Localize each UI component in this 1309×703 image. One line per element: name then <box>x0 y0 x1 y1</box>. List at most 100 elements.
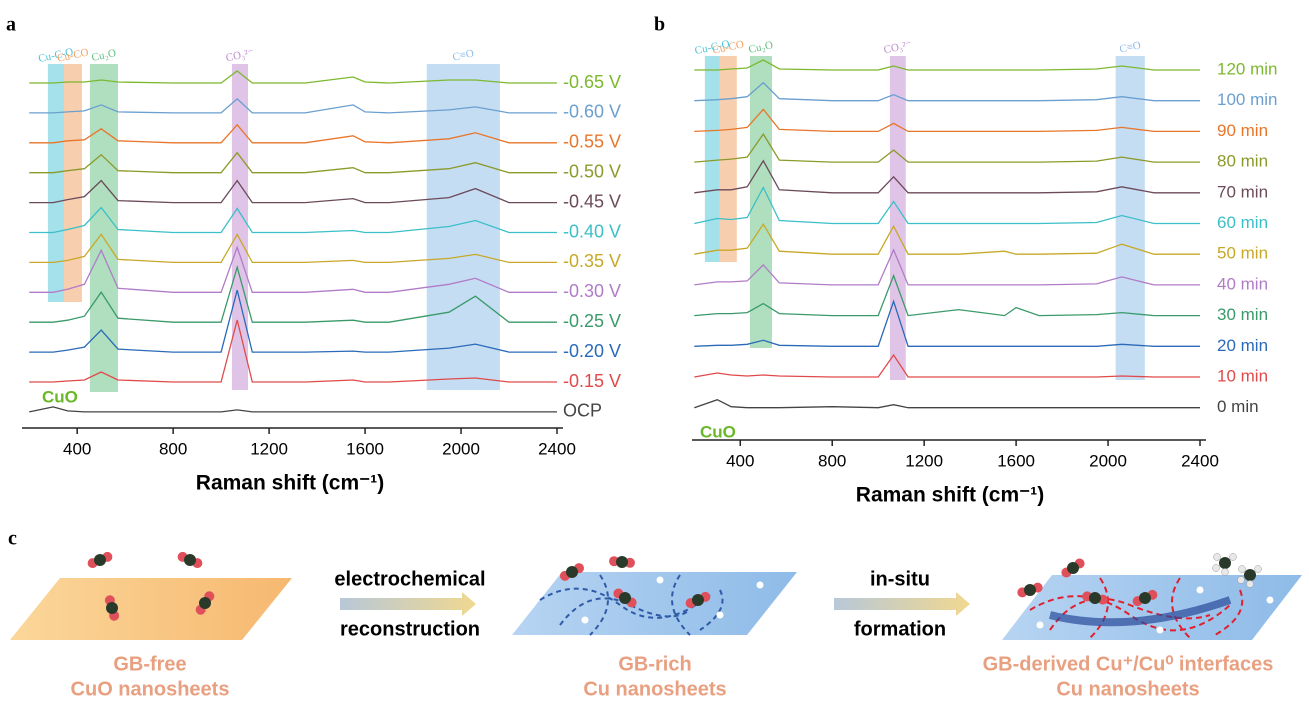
spectrum <box>694 108 1200 133</box>
series-label: 120 min <box>1217 59 1277 78</box>
vacancy <box>1156 626 1164 634</box>
atom <box>184 554 196 566</box>
spectrum <box>694 159 1200 194</box>
spectrum <box>694 353 1200 378</box>
nanosheet <box>10 578 292 640</box>
atom <box>1238 565 1246 573</box>
vacancy <box>536 586 544 594</box>
series-label: 60 min <box>1217 213 1268 232</box>
atom <box>1139 592 1151 604</box>
series-label: 0 min <box>1217 397 1259 416</box>
series-label: 80 min <box>1217 152 1268 171</box>
spectrum <box>29 406 557 413</box>
atom <box>566 566 578 578</box>
stage-subtitle: CuO nanosheets <box>71 678 230 700</box>
stage-title: GB-free <box>113 653 186 675</box>
x-tick-label: 400 <box>726 451 754 470</box>
spectrum <box>29 70 557 84</box>
series-label: -0.65 V <box>563 72 621 92</box>
series-label: -0.35 V <box>563 251 621 271</box>
panel-label: c <box>8 528 17 550</box>
spectrum <box>694 248 1200 286</box>
series-label: -0.40 V <box>563 221 621 241</box>
spectrum <box>694 132 1200 163</box>
vacancy <box>1266 596 1274 604</box>
series-label: 100 min <box>1217 90 1277 109</box>
atom <box>1024 584 1036 596</box>
series-label: 30 min <box>1217 305 1268 324</box>
atom <box>1254 565 1262 573</box>
atom <box>1246 580 1254 588</box>
x-tick-label: 2400 <box>1181 451 1219 470</box>
series-label: 70 min <box>1217 182 1268 201</box>
atom <box>1229 553 1237 561</box>
atom <box>106 602 118 614</box>
stage-subtitle: Cu nanosheets <box>583 678 726 700</box>
annotation: CuO <box>700 422 736 441</box>
atom <box>616 556 628 568</box>
flow-arrow <box>1049 596 1232 627</box>
series-label: -0.55 V <box>563 132 621 152</box>
series-label: -0.20 V <box>563 341 621 361</box>
band-label: CO₃²⁻ <box>225 47 255 65</box>
x-tick-label: 1600 <box>997 451 1035 470</box>
panel-label: a <box>6 14 16 36</box>
x-axis-title: Raman shift (cm⁻¹) <box>856 484 1044 507</box>
band-label: C≡O <box>1118 39 1142 55</box>
vacancy <box>1036 621 1044 629</box>
atom <box>1244 569 1256 581</box>
atom <box>1089 592 1101 604</box>
atom <box>1237 576 1245 584</box>
series-label: 40 min <box>1217 274 1268 293</box>
atom <box>1219 557 1231 569</box>
spectrum <box>29 179 557 204</box>
panel-label: b <box>654 14 665 36</box>
atom <box>1212 564 1220 572</box>
step-text: electrochemical <box>334 568 485 590</box>
spectrum <box>694 186 1200 225</box>
charts: aCu-C-OCu-CO Cu₂O CO₃²⁻ C≡O-0.65 V-0.60 V-0… <box>6 14 1277 507</box>
x-tick-label: 1200 <box>250 439 288 458</box>
band-label: Cu₂O <box>91 47 118 64</box>
series-label: -0.25 V <box>563 311 621 331</box>
annotation: CuO <box>42 387 78 406</box>
series-label: -0.30 V <box>563 281 621 301</box>
grain-boundary <box>539 574 724 636</box>
band-label: CO₃²⁻ <box>883 39 913 57</box>
spectrum <box>29 245 557 293</box>
atom <box>1067 562 1079 574</box>
series-label: -0.45 V <box>563 191 621 211</box>
x-tick-label: 2000 <box>442 439 480 458</box>
series-label: 10 min <box>1217 366 1268 385</box>
spectrum <box>29 98 557 114</box>
atom <box>199 597 211 609</box>
band <box>89 64 118 392</box>
band <box>749 56 772 348</box>
x-tick-label: 2000 <box>1089 451 1127 470</box>
arrow <box>340 592 476 616</box>
band-label: Cu₂O <box>748 39 775 56</box>
x-tick-label: 400 <box>63 439 91 458</box>
series-label: OCP <box>563 401 602 421</box>
spectrum <box>694 59 1200 71</box>
series-label: -0.15 V <box>563 371 621 391</box>
atom <box>619 592 631 604</box>
band <box>63 64 82 302</box>
stage-subtitle: Cu nanosheets <box>1056 678 1199 700</box>
spectrum <box>29 233 557 264</box>
x-tick-label: 800 <box>159 439 187 458</box>
molecules <box>87 551 1274 634</box>
x-tick-label: 800 <box>818 451 846 470</box>
spectrum <box>29 264 557 323</box>
nanosheet <box>512 572 797 635</box>
nanosheet <box>1002 575 1302 640</box>
vacancy <box>581 616 589 624</box>
spectrum <box>694 81 1200 102</box>
series-label: 20 min <box>1217 336 1268 355</box>
atom <box>1213 553 1221 561</box>
series-label: -0.60 V <box>563 102 621 122</box>
atom <box>692 594 704 606</box>
spectrum <box>694 299 1200 347</box>
stage-title: GB-derived Cu⁺/Cu⁰ interfaces <box>983 653 1274 675</box>
vacancy <box>716 611 724 619</box>
